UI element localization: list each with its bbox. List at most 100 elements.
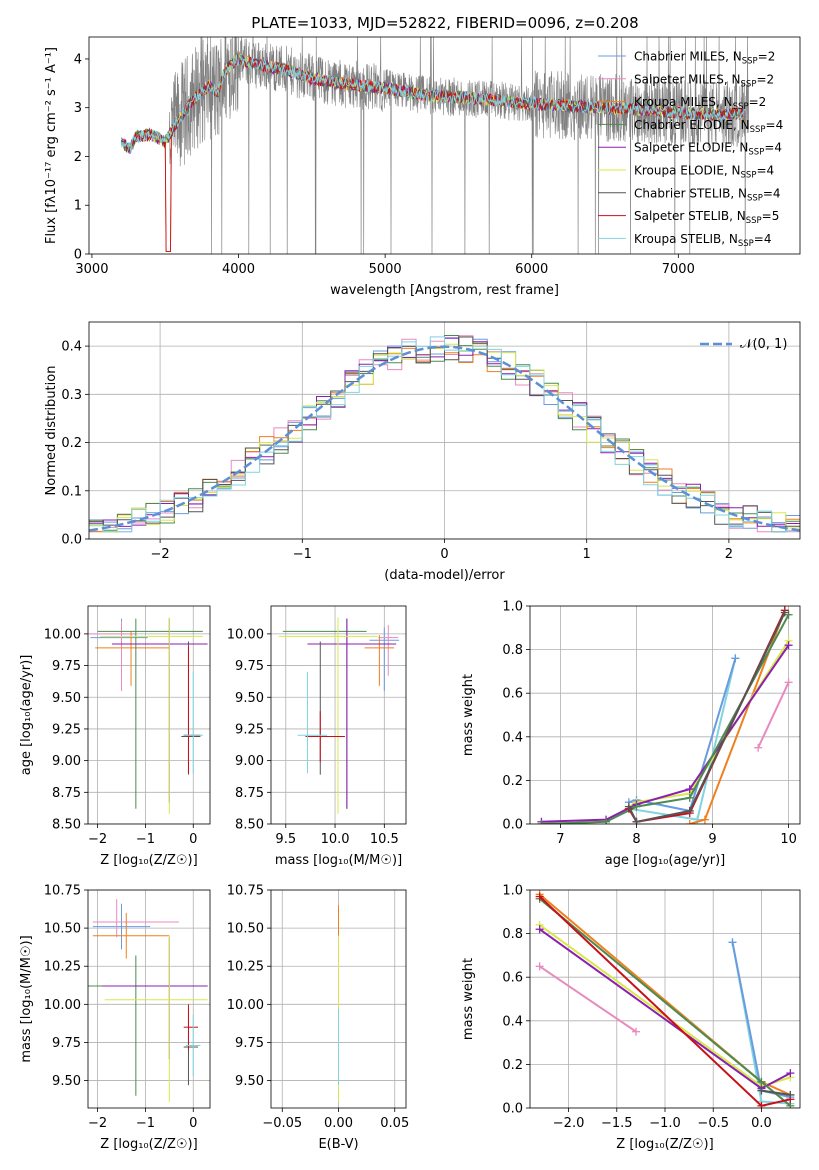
errorbar-point-chabrier_miles [90, 618, 148, 689]
legend-label-suffix: =4 [763, 186, 781, 200]
x-tick-label: 2 [725, 547, 733, 562]
legend-label-text: Chabrier ELODIE, N [634, 118, 750, 132]
y-tick-label: 2 [74, 150, 82, 165]
errorbar-point-salpeter_elodie [307, 618, 397, 809]
errorbar-point-chabrier_miles [92, 903, 151, 950]
y-tick-label: 1 [74, 199, 82, 214]
x-tick-label: 10.5 [370, 832, 399, 847]
y-tick-label: 4 [74, 52, 82, 67]
y-tick-label: 0.6 [502, 971, 523, 986]
age-vs-metallicity-panel: −2 −1 0 8.50 8.75 9.00 9.25 9.50 9.75 10.00 Z [log… [19, 605, 211, 868]
errorbar-point-kroupa_miles [92, 912, 170, 959]
mass-weight-vs-metallicity-panel: −2.0 −1.5 −1.0 −0.5 0.0 0.0 0.2 0.4 0.6 0.8 1.0 Z [… [461, 884, 801, 1152]
legend-label-text: Salpeter ELODIE, N [634, 141, 748, 155]
legend-label-sub: SSP [748, 148, 764, 158]
legend-label-suffix: =4 [756, 164, 774, 178]
legend-label: 𝒩(0, 1) [740, 337, 787, 352]
x-tick-label: −1 [293, 547, 312, 562]
y-axis-label: age [log₁₀(age/yr)] [19, 655, 34, 776]
axes-frame [88, 36, 801, 255]
legend-label-sub: SSP [741, 171, 757, 181]
x-axis-label: mass [log₁₀(M/M☉)] [275, 853, 402, 868]
errorbar-point-chabrier_stelib [183, 1008, 199, 1086]
legend-label-text: Salpeter STELIB, N [634, 209, 746, 223]
y-tick-label: 0.0 [502, 818, 523, 833]
x-tick-label: 5000 [369, 262, 402, 277]
histogram-step-kroupa_stelib [89, 336, 800, 533]
legend-label: Kroupa MILES, NSSP=2 [634, 95, 766, 112]
figure-title: PLATE=1033, MJD=52822, FIBERID=0096, z=0… [251, 14, 638, 32]
x-tick-label: −1.0 [649, 1116, 681, 1131]
series-line [628, 609, 786, 823]
series-kroupa_elodie [537, 636, 793, 824]
y-tick-label: 9.75 [52, 1036, 81, 1051]
legend-label-sub: SSP [741, 79, 757, 89]
axes-frame [270, 889, 407, 1109]
y-axis-label: Normed distribution [44, 366, 59, 496]
legend-label: Chabrier MILES, NSSP=2 [634, 50, 775, 67]
y-tick-label: 9.75 [235, 659, 264, 674]
series-salpeter_miles [535, 962, 641, 1036]
legend-label: Kroupa ELODIE, NSSP=4 [634, 164, 774, 181]
spectrum-plot-area [120, 37, 749, 254]
x-tick-label: 7000 [662, 262, 695, 277]
x-tick-label: 10 [780, 832, 797, 847]
y-tick-label: 10.00 [44, 627, 81, 642]
axes-frame [88, 321, 801, 540]
legend-label-suffix: =2 [756, 72, 774, 86]
legend-label-suffix: =5 [762, 209, 780, 223]
legend-label-suffix: =2 [749, 95, 767, 109]
errorbar-point-kroupa_stelib [186, 1015, 201, 1076]
x-axis-label: age [log₁₀(age/yr)] [605, 853, 726, 868]
y-tick-label: 9.50 [235, 691, 264, 706]
y-tick-label: 9.00 [52, 754, 81, 769]
x-tick-label: 0.0 [751, 1116, 772, 1131]
axes-frame [529, 889, 801, 1109]
x-tick-label: −1 [136, 832, 155, 847]
series-salpeter_stelib [624, 606, 789, 824]
legend-label-sub: SSP [742, 57, 758, 67]
errorbar-point-kroupa_miles [95, 631, 170, 686]
y-tick-label: 0.0 [61, 533, 82, 548]
series-chabrier_stelib [757, 1086, 795, 1099]
mass-weight-vs-age-panel: 7 8 9 10 0.0 0.2 0.4 0.6 0.8 1.0 age [log₁₀(age/yr… [461, 600, 801, 868]
legend-label-text: Chabrier MILES, N [634, 50, 742, 64]
y-tick-label: 0.4 [502, 730, 523, 745]
y-tick-label: 0.2 [502, 1058, 523, 1073]
x-tick-label: 3000 [75, 262, 108, 277]
model-spectrum-line-kroupa_stelib [120, 53, 745, 153]
legend-label-sub: SSP [747, 193, 763, 203]
legend-label: Chabrier ELODIE, NSSP=4 [634, 118, 783, 135]
x-tick-label: −2.0 [553, 1116, 585, 1131]
y-tick-label: 1.0 [502, 600, 523, 615]
errorbar-point-chabrier_stelib [305, 641, 345, 775]
legend-label-text: Kroupa STELIB, N [634, 232, 738, 246]
x-tick-label: 0 [189, 1116, 197, 1131]
errorbar-point-chabrier_elodie [97, 618, 203, 809]
legend-label: Salpeter MILES, NSSP=2 [634, 72, 774, 89]
x-axis-label: wavelength [Angstrom, rest frame] [330, 283, 559, 298]
legend-label-text: Kroupa ELODIE, N [634, 164, 741, 178]
mass-vs-metallicity-plot-area [88, 890, 210, 1108]
errorbar-point-salpeter_stelib [183, 1004, 199, 1051]
errorbar-point-chabrier_elodie [282, 618, 367, 809]
legend-label: Salpeter ELODIE, NSSP=4 [634, 141, 782, 158]
errorbar-point-chabrier_stelib [181, 641, 201, 775]
errorbar-point-kroupa_stelib [297, 671, 328, 774]
legend-label-sub: SSP [746, 216, 762, 226]
series-line [757, 681, 790, 749]
y-tick-label: 10.75 [227, 884, 264, 899]
errorbar-point-kroupa_miles [364, 635, 395, 686]
x-tick-label: 9.5 [275, 832, 296, 847]
series-salpeter_miles [754, 678, 793, 752]
mass-weight-vs-metallicity-plot-area [530, 890, 800, 1108]
errorbar-point-kroupa_stelib [183, 671, 203, 774]
y-tick-label: 10.00 [227, 998, 264, 1013]
x-tick-label: 0.05 [380, 1116, 409, 1131]
mass-weight-vs-age-plot-area [530, 606, 800, 824]
series-line [628, 612, 786, 823]
residual-histogram-panel: −2 −1 0 1 2 0.0 0.1 0.2 0.3 0.4 (data-model)/error… [44, 321, 801, 583]
x-tick-label: −2 [151, 547, 170, 562]
legend-label-sub: SSP [733, 102, 749, 112]
